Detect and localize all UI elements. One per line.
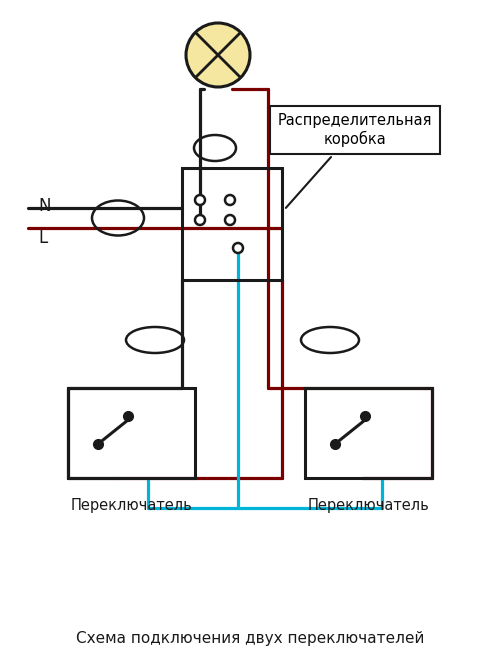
Circle shape: [233, 243, 243, 253]
Circle shape: [186, 23, 250, 87]
Text: L: L: [38, 229, 47, 247]
Bar: [305, 388, 432, 478]
Text: Переключатель: Переключатель: [70, 498, 192, 513]
Text: N: N: [38, 197, 50, 215]
Text: Схема подключения двух переключателей: Схема подключения двух переключателей: [76, 630, 424, 646]
Circle shape: [225, 195, 235, 205]
Circle shape: [195, 215, 205, 225]
Circle shape: [225, 215, 235, 225]
Text: Распределительная
коробка: Распределительная коробка: [278, 113, 432, 208]
Bar: [68, 388, 195, 478]
Text: Переключатель: Переключатель: [308, 498, 430, 513]
Circle shape: [195, 195, 205, 205]
Bar: [182, 168, 282, 280]
